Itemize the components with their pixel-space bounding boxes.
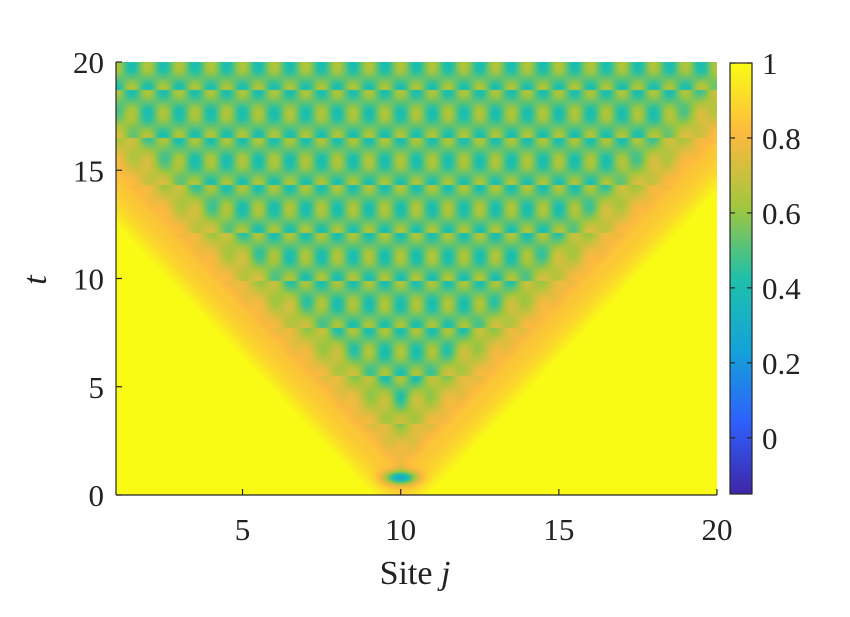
x-tick-label: 5 (235, 512, 251, 547)
y-tick-label: 15 (73, 153, 104, 188)
colorbar-tick-label: 0.2 (762, 346, 801, 381)
x-tick-label: 10 (385, 512, 416, 547)
y-tick-label: 20 (73, 45, 104, 80)
colorbar-tick-label: 0.6 (762, 196, 801, 231)
y-ticks: 0 5 10 15 20 (73, 45, 122, 513)
x-tick-label: 20 (702, 512, 733, 547)
colorbar-frame (729, 62, 753, 495)
colorbar (730, 63, 752, 494)
x-axis-label-prefix: Site (380, 555, 441, 592)
colorbar-tick-label: 1 (762, 46, 778, 81)
y-axis-label: t (17, 274, 54, 285)
y-tick-label: 5 (89, 370, 105, 405)
x-ticks: 5 10 15 20 (235, 489, 733, 547)
x-axis-label-variable: j (437, 555, 450, 592)
colorbar-ticks: 0 0.2 0.4 0.6 0.8 1 (730, 46, 801, 456)
x-tick-label: 15 (543, 512, 574, 547)
x-axis-label: Site j (380, 555, 451, 592)
heatmap-area (116, 62, 717, 495)
colorbar-tick-label: 0.8 (762, 121, 801, 156)
colorbar-tick-label: 0 (762, 421, 778, 456)
y-tick-label: 10 (73, 262, 104, 297)
colorbar-tick-label: 0.4 (762, 271, 801, 306)
y-tick-label: 0 (89, 478, 105, 513)
